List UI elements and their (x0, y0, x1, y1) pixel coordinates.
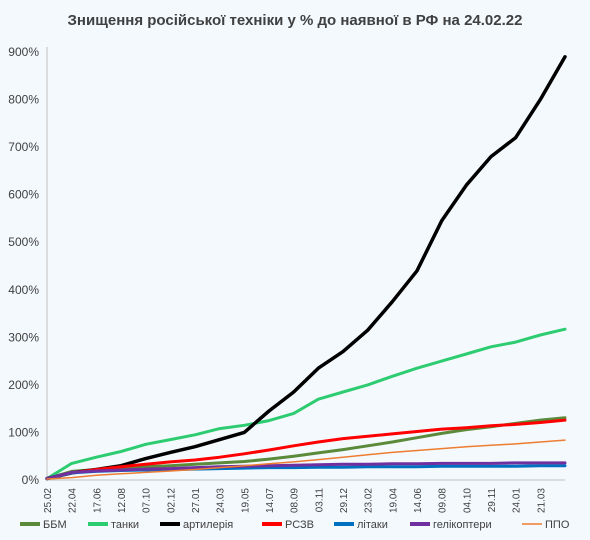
x-tick-label: 23.02 (364, 488, 375, 513)
series-line-1 (45, 327, 567, 481)
y-tick-label: 400% (8, 283, 39, 297)
x-tick-label: 17.06 (92, 488, 103, 513)
x-tick-label: 24.01 (512, 488, 523, 513)
chart-title: Знищення російської техніки у % до наявн… (67, 12, 523, 29)
legend-label: танки (111, 519, 139, 531)
x-tick-label: 14.06 (413, 488, 424, 513)
y-tick-label: 600% (8, 188, 39, 202)
x-axis-ticks: 25.02 22.04 17.06 12.08 07.10 02.12 27.01 24.03… (43, 488, 547, 513)
x-tick-label: 21.03 (536, 488, 547, 513)
x-tick-label: 24.03 (216, 488, 227, 513)
y-tick-label: 700% (8, 140, 39, 154)
y-axis-ticks: 0% 100% 200% 300% 400% 500% 600% 700% 800% 900% (8, 45, 39, 487)
legend-label: гелікоптери (433, 519, 492, 531)
series-line-6 (46, 439, 566, 480)
x-tick-label: 08.09 (290, 488, 301, 513)
y-tick-label: 100% (8, 425, 39, 439)
x-tick-label: 22.04 (68, 488, 79, 513)
series-lines (45, 55, 567, 481)
legend-label: ББМ (43, 519, 67, 531)
x-tick-label: 12.08 (117, 488, 128, 513)
x-tick-label: 02.12 (166, 488, 177, 513)
y-tick-label: 300% (8, 330, 39, 344)
legend-label: РСЗВ (285, 519, 314, 531)
legend-label: літаки (357, 519, 388, 531)
axes (46, 47, 565, 481)
x-tick-label: 03.11 (314, 488, 325, 513)
y-tick-label: 800% (8, 93, 39, 107)
legend-label: артилерія (183, 519, 233, 531)
x-tick-label: 14.07 (265, 488, 276, 513)
x-tick-label: 19.04 (388, 488, 399, 513)
x-tick-label: 25.02 (43, 488, 54, 513)
y-tick-label: 900% (8, 45, 39, 59)
series-line-3 (45, 418, 567, 481)
x-tick-label: 19.05 (240, 488, 251, 513)
y-tick-label: 500% (8, 235, 39, 249)
x-tick-label: 07.10 (142, 488, 153, 513)
x-tick-label: 29.11 (487, 488, 498, 513)
y-tick-label: 200% (8, 378, 39, 392)
x-tick-label: 04.10 (462, 488, 473, 513)
x-tick-label: 09.08 (438, 488, 449, 513)
series-line-2 (45, 55, 567, 481)
x-tick-label: 27.01 (191, 488, 202, 513)
legend-label: ППО (545, 519, 570, 531)
series-line-5 (45, 461, 567, 481)
x-tick-label: 29.12 (339, 488, 350, 513)
y-tick-label: 0% (22, 473, 40, 487)
legend: ББМ танки артилерія РСЗВ літаки гелікоптери ПП… (20, 519, 570, 531)
